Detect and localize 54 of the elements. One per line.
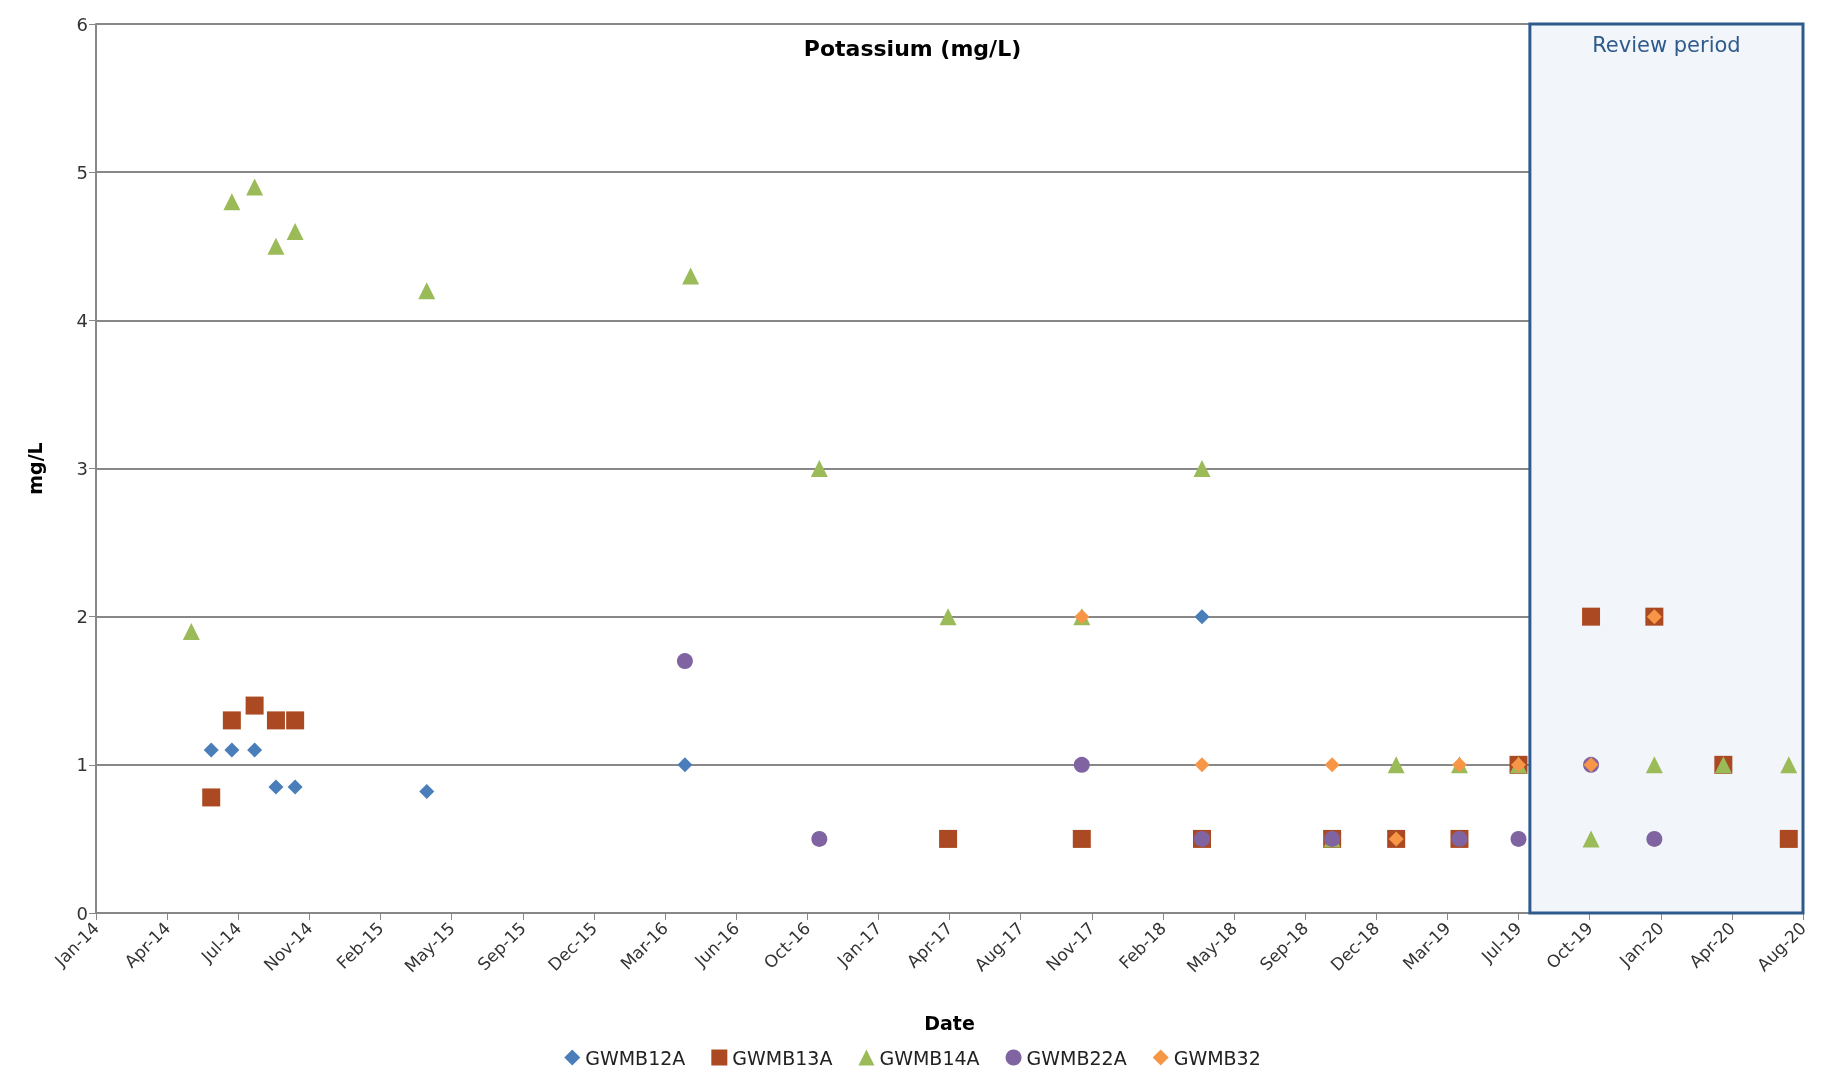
point xyxy=(1387,756,1405,774)
point xyxy=(245,696,264,715)
point xyxy=(268,779,284,795)
point xyxy=(677,757,693,773)
point xyxy=(286,222,304,240)
point xyxy=(1780,756,1798,774)
point xyxy=(286,711,305,730)
point xyxy=(203,742,219,758)
band-label: Review period xyxy=(1592,33,1741,57)
point xyxy=(1510,830,1527,847)
y-tick-label: 4 xyxy=(76,309,88,331)
y-tick-label: 1 xyxy=(76,754,88,776)
point xyxy=(1646,830,1663,847)
y-axis-title: mg/L xyxy=(23,442,46,495)
point xyxy=(418,282,436,300)
legend-label: GWMB22A xyxy=(1026,1046,1127,1069)
text: Potassium (mg/L) xyxy=(803,35,1022,61)
y-tick-label: 2 xyxy=(76,606,88,628)
legend-label: GWMB14A xyxy=(879,1046,980,1069)
point xyxy=(267,237,285,255)
point xyxy=(1582,607,1601,626)
legend-label: GWMB32 xyxy=(1173,1046,1261,1069)
point xyxy=(202,788,221,807)
point xyxy=(1779,829,1798,848)
legend-label: GWMB13A xyxy=(732,1046,833,1069)
point xyxy=(1073,756,1090,773)
y-tick-label: 0 xyxy=(76,902,88,924)
point xyxy=(810,460,828,477)
point xyxy=(246,178,264,196)
point xyxy=(1194,609,1210,625)
point xyxy=(182,622,200,640)
point xyxy=(811,830,828,847)
point xyxy=(224,742,240,758)
point xyxy=(266,711,285,730)
point xyxy=(1194,757,1210,773)
point xyxy=(247,742,263,758)
point xyxy=(676,653,693,670)
y-tick-label: 3 xyxy=(76,458,88,479)
point xyxy=(222,711,241,730)
y-tick-label: 5 xyxy=(76,161,88,183)
point xyxy=(287,779,303,795)
point xyxy=(419,784,435,799)
point xyxy=(939,829,958,848)
point xyxy=(939,608,957,626)
x-axis-title: Date xyxy=(924,1011,975,1034)
point xyxy=(1645,756,1663,774)
point xyxy=(1072,829,1091,848)
point xyxy=(1582,830,1600,848)
point xyxy=(223,193,241,211)
y-tick-label: 6 xyxy=(76,13,88,35)
point xyxy=(1193,460,1211,477)
legend-label: GWMB12A xyxy=(585,1046,686,1069)
point xyxy=(682,267,700,285)
point xyxy=(1324,757,1340,773)
